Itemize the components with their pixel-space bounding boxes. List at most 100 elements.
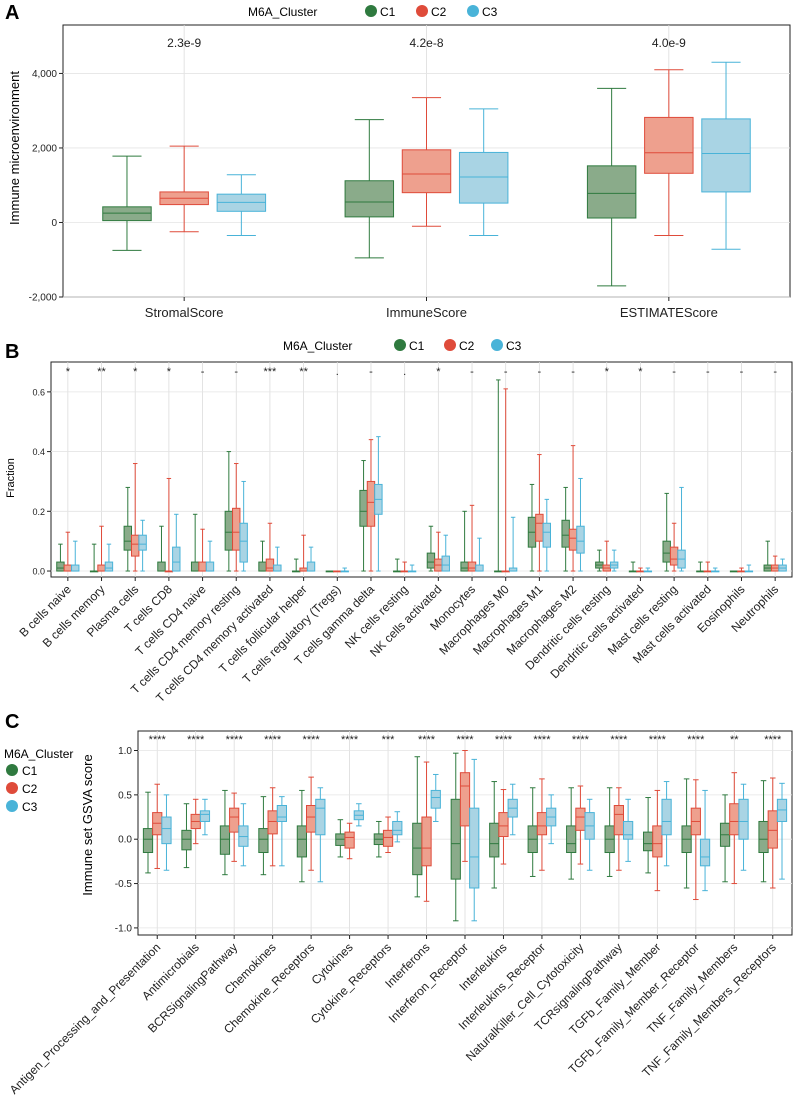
box-iqr	[542, 522, 552, 548]
box-C3-13	[475, 537, 484, 572]
significance-label: ****	[456, 734, 474, 746]
box-iqr	[622, 820, 634, 840]
box-iqr	[97, 564, 106, 572]
box-iqr	[460, 561, 469, 572]
box-C1-17	[758, 780, 769, 883]
box-C1-11	[527, 787, 538, 877]
box-C3-8	[306, 546, 316, 572]
box-iqr	[467, 561, 477, 572]
panel-label-b: B	[5, 341, 19, 363]
significance-label: *	[167, 366, 172, 378]
box-iqr	[172, 546, 181, 572]
panel-a-plot: -2,000 0 2,000 4,000 StromalScore ImmuneScore…	[29, 24, 791, 320]
box-C2-7	[382, 816, 394, 854]
box-iqr	[661, 798, 672, 836]
box-C2-4	[267, 787, 278, 867]
box-C2-2	[190, 798, 201, 845]
x-tick-label: ImmuneScore	[386, 305, 467, 320]
significance-label: -	[538, 366, 542, 378]
box-iqr	[102, 206, 152, 222]
box-iqr	[199, 810, 211, 822]
box-iqr	[138, 534, 147, 551]
box-C1-13	[460, 510, 469, 572]
box-iqr	[296, 825, 308, 858]
box-iqr	[392, 820, 403, 836]
significance-label: **	[299, 366, 308, 378]
box-C3-21	[744, 564, 754, 573]
box-C2-16	[729, 772, 740, 885]
box-iqr	[450, 798, 461, 880]
box-C3-17	[609, 549, 619, 572]
box-iqr	[157, 561, 166, 572]
box-C1-10	[359, 460, 368, 572]
significance-label: **	[730, 734, 739, 746]
box-C1-20	[696, 561, 705, 573]
box-C1-3	[219, 789, 231, 876]
legend-a-title: M6A_Cluster	[248, 5, 317, 19]
box-iqr	[130, 534, 140, 557]
box-iqr	[366, 480, 376, 527]
box-C3-2	[458, 108, 509, 237]
legend-b-c2-swatch	[444, 339, 456, 351]
box-C3-6	[239, 480, 248, 572]
legend-b-c1-label: C1	[409, 339, 425, 353]
significance-label: ****	[495, 734, 513, 746]
significance-label: ****	[687, 734, 705, 746]
box-C3-4	[276, 796, 287, 867]
legend-a-c1-swatch	[365, 5, 377, 17]
box-C3-8	[430, 773, 441, 822]
box-C3-5	[315, 787, 326, 883]
box-C1-5	[190, 513, 200, 572]
box-C1-15	[527, 483, 537, 572]
legend-c-c2-label: C2	[22, 782, 38, 796]
box-C3-10	[507, 783, 518, 836]
box-iqr	[644, 116, 694, 174]
box-iqr	[758, 820, 769, 854]
box-C1-17	[595, 549, 604, 572]
box-iqr	[229, 807, 240, 833]
x-tick-label: Antigen_Processing_and_Presentation	[7, 940, 164, 1097]
box-C3-6	[353, 803, 364, 827]
y-tick-label: 0.5	[118, 790, 132, 801]
significance-label: ****	[341, 734, 359, 746]
box-C1-14	[494, 379, 503, 573]
box-C2-13	[467, 504, 477, 572]
box-C2-8	[421, 761, 432, 902]
box-C2-3	[229, 792, 240, 862]
box-iqr	[536, 812, 548, 836]
box-iqr	[652, 825, 663, 858]
box-C2-17	[767, 777, 778, 889]
box-iqr	[459, 772, 471, 827]
box-C2-19	[669, 522, 679, 572]
box-C2-14	[501, 388, 510, 573]
box-iqr	[643, 831, 654, 852]
y-tick-label: 2,000	[32, 143, 57, 154]
y-tick-label: 4,000	[32, 69, 57, 80]
box-iqr	[586, 165, 637, 219]
y-tick-label: 0.6	[32, 387, 45, 397]
box-C1-9	[325, 570, 335, 573]
significance-label: ****	[149, 734, 167, 746]
box-C2-9	[459, 750, 471, 862]
significance-label: -	[740, 366, 744, 378]
significance-label: .	[336, 366, 339, 378]
significance-label: -	[504, 366, 508, 378]
box-C2-6	[232, 463, 241, 572]
box-C3-19	[677, 486, 686, 572]
box-iqr	[267, 810, 278, 835]
box-C1-2	[181, 803, 192, 869]
significance-label: **	[97, 366, 106, 378]
box-iqr	[315, 798, 326, 836]
box-C3-2	[104, 543, 114, 572]
significance-label: *	[133, 366, 138, 378]
legend-a-c2-label: C2	[431, 5, 447, 19]
significance-label: ****	[610, 734, 628, 746]
box-iqr	[265, 558, 275, 572]
box-C1-7	[258, 540, 267, 572]
box-C2-12	[575, 785, 586, 865]
box-C1-5	[296, 789, 308, 883]
box-iqr	[344, 180, 395, 218]
significance-label: ****	[226, 734, 244, 746]
box-C1-1	[142, 791, 154, 874]
